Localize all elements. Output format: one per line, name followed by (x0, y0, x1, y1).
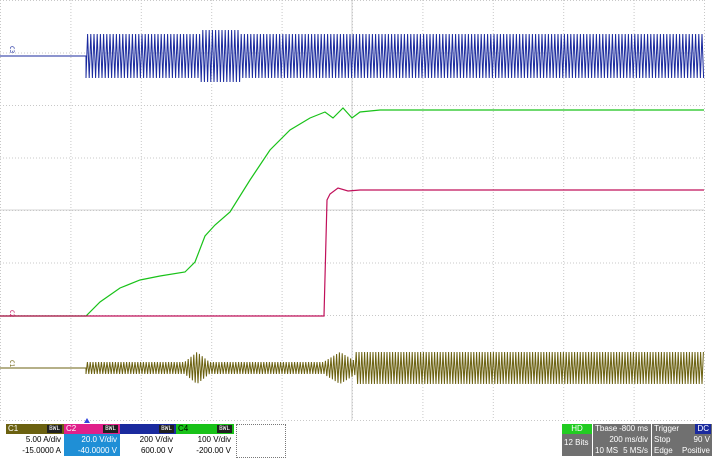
c2-level-marker[interactable]: C2 (8, 310, 15, 318)
channel-name: C1 (8, 424, 19, 433)
trace-c4 (0, 107, 704, 317)
channel-offset: -40.0000 V (64, 445, 120, 456)
bwl-badge: BWL (103, 425, 118, 433)
c3-level-marker[interactable]: C3 (8, 46, 15, 54)
trigger-label: Trigger (654, 424, 680, 433)
channel-offset: -200.00 V (196, 446, 231, 455)
bwl-badge: BWL (159, 425, 174, 433)
channel-descriptor-c4[interactable]: C4 BWL 100 V/div -200.00 V (176, 424, 234, 456)
trigger-level: 90 V (693, 435, 710, 444)
trace-c3 (0, 29, 705, 83)
timebase-rate: 5 MS/s (623, 446, 648, 455)
empty-descriptor-slot[interactable] (236, 424, 286, 458)
hd-bits: 12 Bits (564, 438, 589, 447)
channel-scale: 100 V/div (197, 435, 231, 444)
channel-offset: 600.00 V (140, 446, 173, 455)
trigger-position-marker[interactable] (84, 418, 90, 423)
channel-name: C4 (178, 424, 189, 433)
trigger-coupling-badge: DC (695, 424, 711, 434)
timebase-label: Tbase (595, 424, 618, 433)
channel-descriptor-c1[interactable]: C1 BWL 5.00 A/div -15.0000 A (6, 424, 64, 456)
channel-descriptor-c3[interactable]: C3 BWL 200 V/div 600.00 V (120, 424, 176, 456)
trigger-type: Edge (654, 446, 673, 455)
timebase-panel[interactable]: Tbase -800 ms 200 ms/div 10 MS 5 MS/s (593, 424, 651, 456)
bwl-badge: BWL (47, 425, 62, 433)
c1-level-marker[interactable]: C1 (8, 360, 15, 368)
channel-scale: 20.0 V/div (64, 434, 120, 445)
timebase-memory: 10 MS (595, 446, 619, 455)
timebase-per-div: 200 ms/div (609, 435, 648, 444)
channel-descriptor-c2[interactable]: C2 BWL 20.0 V/div -40.0000 V (64, 424, 120, 456)
trace-c1 (0, 351, 704, 385)
channel-offset: -15.0000 A (22, 446, 61, 455)
scope-display (0, 0, 705, 421)
hd-label: HD (562, 424, 592, 434)
trace-c2 (0, 187, 704, 317)
timebase-delay: -800 ms (619, 424, 648, 433)
bwl-badge: BWL (217, 425, 232, 433)
hd-panel[interactable]: HD 12 Bits (562, 424, 592, 456)
channel-scale: 200 V/div (139, 435, 173, 444)
channel-scale: 5.00 A/div (25, 435, 61, 444)
trigger-slope: Positive (681, 446, 710, 455)
trigger-state: Stop (654, 435, 671, 444)
channel-name: C2 (66, 424, 77, 433)
trigger-panel[interactable]: Trigger DC Stop 90 V Edge Positive (652, 424, 712, 456)
channel-name: C3 (122, 424, 133, 433)
